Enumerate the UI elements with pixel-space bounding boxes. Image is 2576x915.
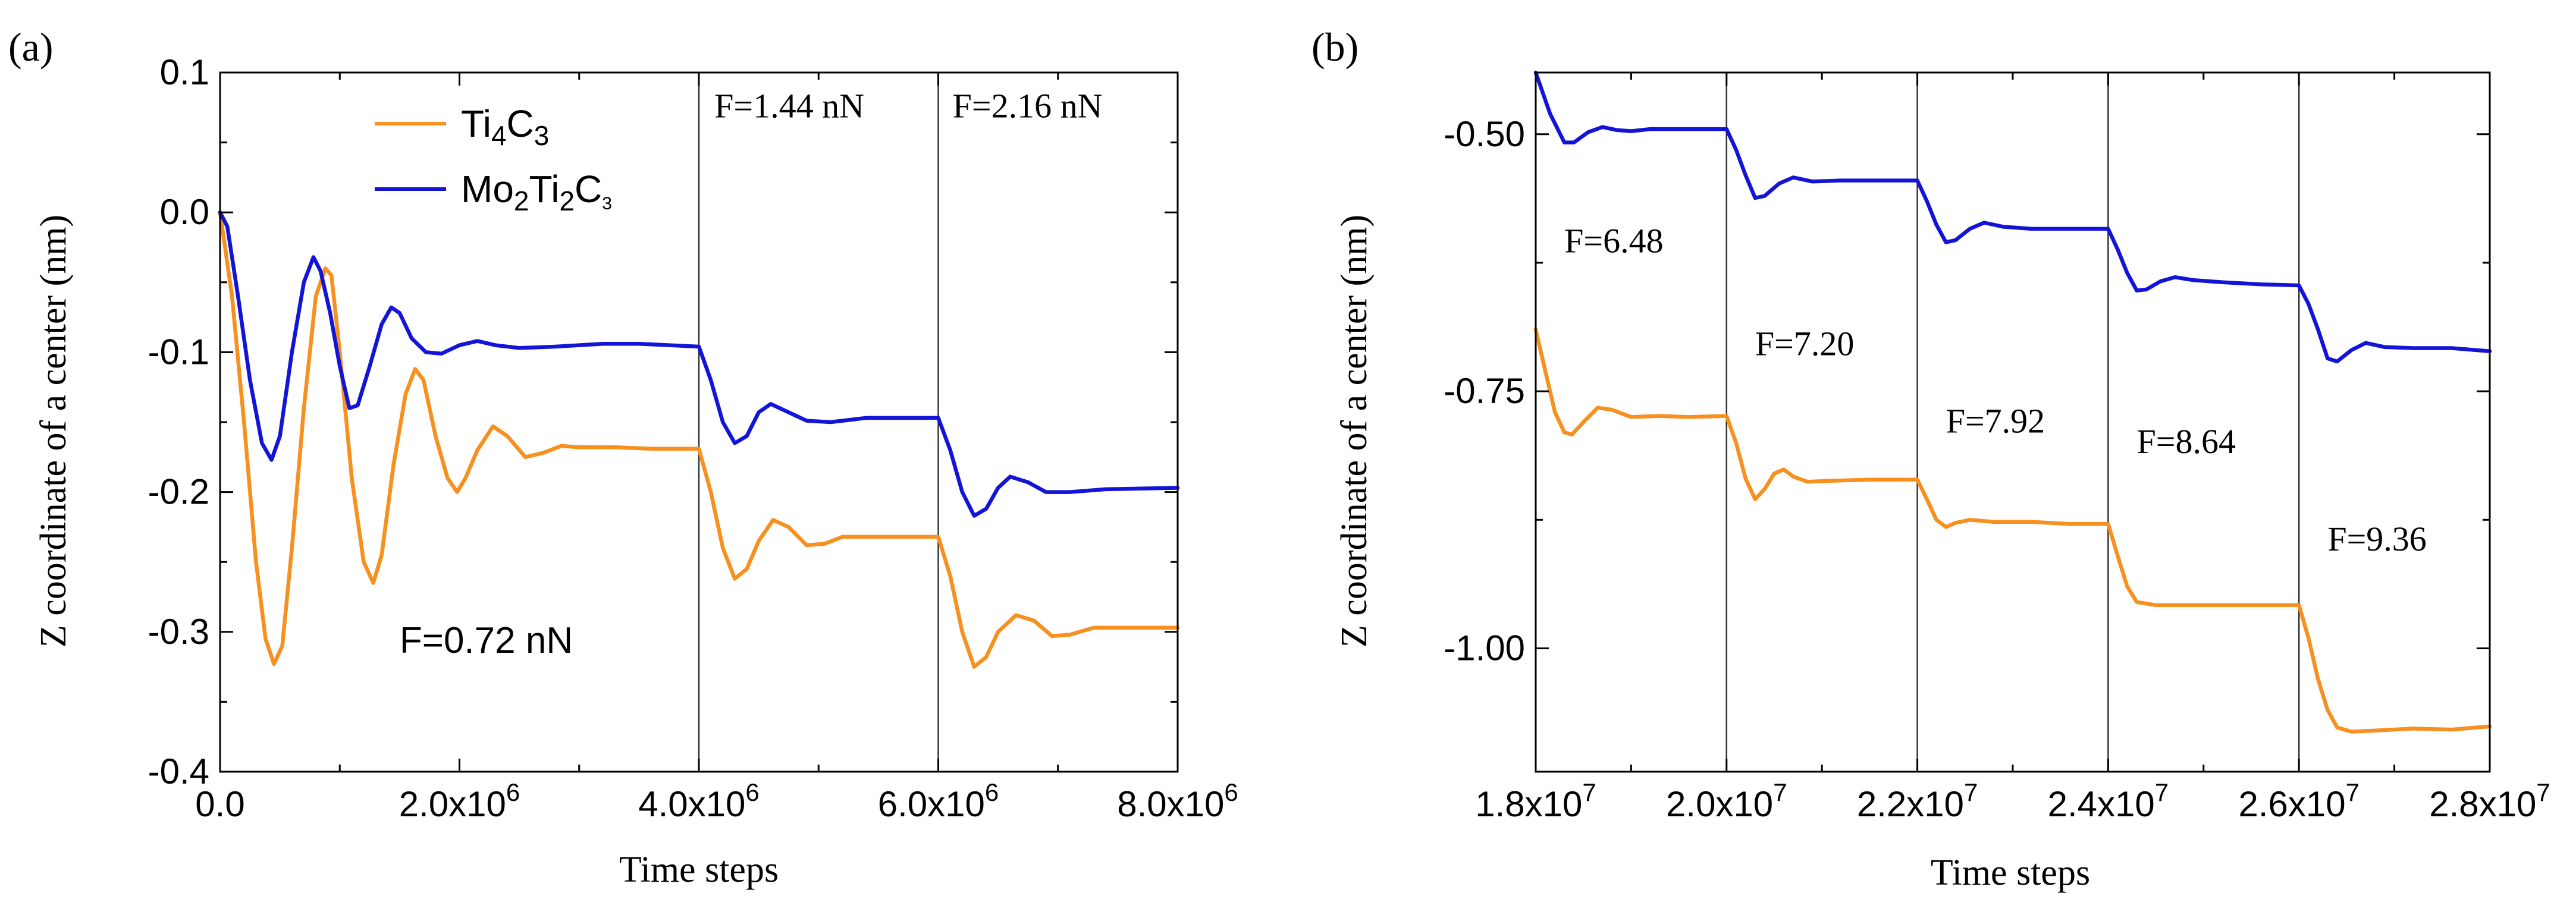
panel-a-ytick-label: 0.1 <box>160 52 209 92</box>
panel-a-force-label: F=2.16 nN <box>953 86 1103 125</box>
panel-b-xtick-label: 2.8x107 <box>2429 778 2550 824</box>
panel-b-series-ti4c3 <box>1533 328 2492 734</box>
panel-b-xlabel: Time steps <box>1931 853 2090 893</box>
panel-a-ytick-label: -0.1 <box>148 332 209 372</box>
panel-b-force-label: F=7.92 <box>1946 401 2045 440</box>
panel-a-ytick-label: -0.4 <box>148 752 209 791</box>
panel-b-xtick-label: 2.6x107 <box>2238 778 2359 824</box>
panel-b-series-mo2ti2c3 <box>1533 70 2492 364</box>
panel-b-xtick-label: 1.8x107 <box>1475 778 1596 824</box>
panel-b-label: (b) <box>1311 24 1358 70</box>
panel-b-ytick-label: -0.75 <box>1444 371 1525 411</box>
panel-b-force-label: F=7.20 <box>1755 325 1854 363</box>
panel-a-xtick-label: 0.0 <box>195 784 244 824</box>
panel-a-xtick-label: 6.0x106 <box>878 778 999 824</box>
panel-a-xtick-label: 2.0x106 <box>399 778 520 824</box>
panel-b-xtick-label: 2.2x107 <box>1857 778 1978 824</box>
panel-a-xlabel: Time steps <box>619 850 779 890</box>
panel-a-ylabel: Z coordinate of a center (nm) <box>33 215 74 647</box>
panel-b-force-label: F=6.48 <box>1564 222 1663 260</box>
panel-a-legend: Ti4C3 Mo2Ti2C3 <box>375 102 612 216</box>
panel-a: (a) Z coordinate of a center (nm) Time s… <box>8 24 1238 890</box>
panel-b-plot-area: 1.8x107 2.0x107 2.2x107 2.4x107 2.6x107 2.8x1… <box>1444 70 2550 824</box>
panel-b-xtick-label: 2.4x107 <box>2048 778 2169 824</box>
panel-b: (b) Z coordinate of a center (nm) Time s… <box>1311 24 2550 893</box>
panel-a-xtick-label: 4.0x106 <box>638 778 760 824</box>
legend-label-ti4c3: Ti4C3 <box>461 102 549 151</box>
panel-a-force-label: F=1.44 nN <box>714 86 864 125</box>
panel-a-ytick-label: -0.3 <box>148 612 209 652</box>
panel-b-ytick-label: -1.00 <box>1444 628 1525 668</box>
panel-a-xtick-label: 8.0x106 <box>1117 778 1238 824</box>
panel-b-xtick-label: 2.0x107 <box>1666 778 1787 824</box>
panel-b-ylabel: Z coordinate of a center (nm) <box>1334 215 1375 647</box>
legend-label-mo2ti2c3: Mo2Ti2C3 <box>461 168 612 216</box>
panel-a-ytick-label: 0.0 <box>160 192 209 232</box>
panel-a-ytick-label: -0.2 <box>148 472 209 512</box>
panel-b-ytick-label: -0.50 <box>1444 114 1525 154</box>
panel-a-plot-area: 0.0 2.0x106 4.0x106 6.0x106 8.0x1060.10.0-0.… <box>148 52 1238 824</box>
panel-a-label: (a) <box>8 24 53 70</box>
panel-a-series-mo2ti2c3 <box>218 210 1180 518</box>
panel-b-force-label: F=8.64 <box>2137 422 2236 461</box>
panel-b-force-label: F=9.36 <box>2327 520 2426 558</box>
panel-a-force-label: F=0.72 nN <box>400 620 573 661</box>
